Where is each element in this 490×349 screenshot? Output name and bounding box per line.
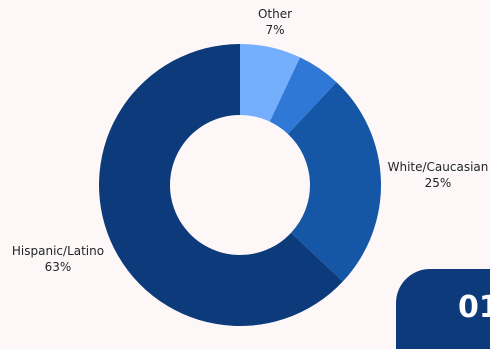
slice-label-white-caucasian: White/Caucasian 25% (383, 159, 490, 191)
slice-hispanic-latino (99, 44, 343, 326)
slice-label-other-name: Other (257, 7, 293, 21)
slice-label-other-value: 7% (265, 23, 285, 37)
slice-label-hispanic-latino-value: 63% (44, 260, 72, 274)
slice-label-hispanic-latino: Hispanic/Latino 63% (2, 243, 114, 275)
slice-white-caucasian (287, 82, 381, 282)
slice-label-white-caucasian-value: 25% (424, 176, 452, 190)
page-number-badge: 01 (396, 269, 490, 349)
slice-label-other: Other 7% (247, 6, 303, 38)
donut-chart (99, 44, 381, 326)
slice-label-white-caucasian-name: White/Caucasian (387, 160, 489, 174)
slice-other (240, 44, 301, 122)
page-number: 01 (458, 290, 490, 325)
slice-unlabeled-1 (269, 57, 337, 134)
slice-label-hispanic-latino-name: Hispanic/Latino (11, 244, 105, 258)
